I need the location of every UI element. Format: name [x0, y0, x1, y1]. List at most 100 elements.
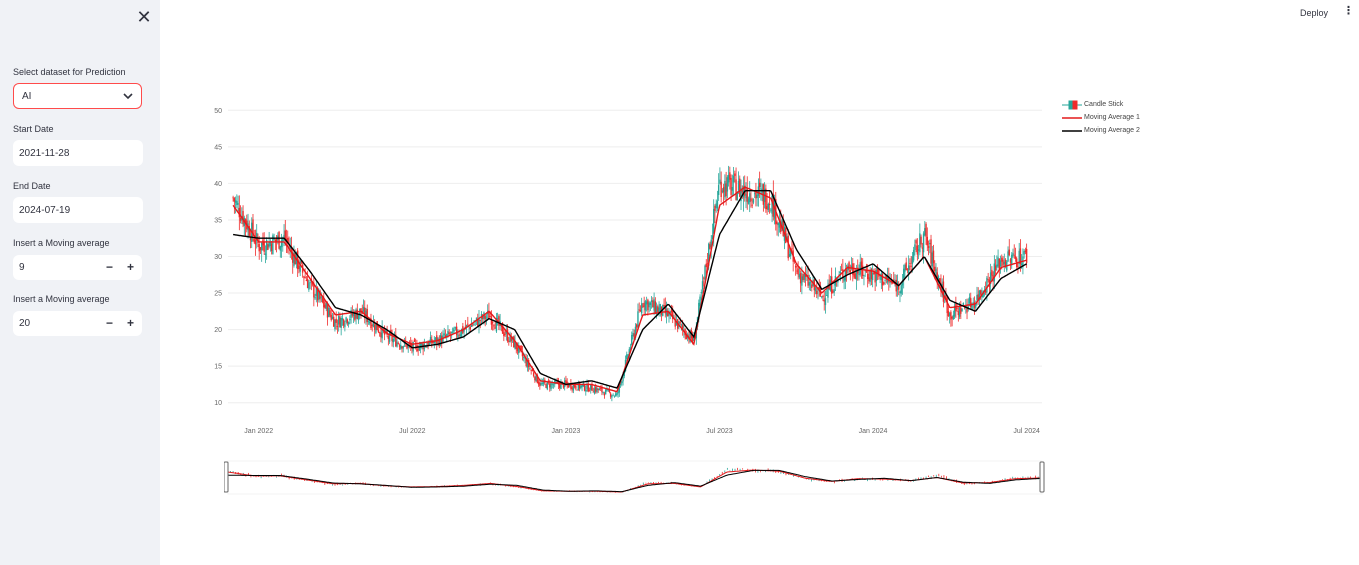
candle-body [893, 279, 895, 281]
candle-body [799, 273, 802, 284]
ma2-stepper[interactable]: 20 − + [13, 311, 142, 336]
candle-body [818, 286, 820, 290]
y-tick-label: 50 [214, 108, 222, 115]
candle-body [608, 389, 611, 393]
candle-body [351, 311, 354, 316]
candle-body [506, 329, 509, 342]
candle-body [289, 246, 291, 250]
candle-body [469, 327, 472, 330]
dataset-select[interactable]: AI [13, 83, 142, 109]
candle-body [385, 330, 387, 333]
mini-ma2-line [227, 469, 1043, 493]
candle-body [583, 384, 586, 391]
candle-body [809, 282, 812, 284]
candle-body [326, 304, 329, 318]
candle-body [541, 383, 544, 384]
candle-body [596, 387, 598, 393]
candle-body [776, 222, 778, 224]
candle-body [290, 246, 293, 252]
candle-body [873, 272, 875, 275]
candlestick-chart[interactable]: 10 15 20 25 30 35 40 45 50 Jan 2022 Jul 2022 Jan 20… [200, 90, 1050, 440]
candle-body [816, 290, 818, 295]
legend-ma2[interactable]: Moving Average 2 [1062, 126, 1140, 139]
candle-body [412, 342, 414, 352]
candle-body [767, 203, 770, 210]
candle-body [797, 268, 799, 275]
candle-body [693, 335, 695, 342]
candle-body [978, 290, 981, 301]
candle-body [698, 302, 700, 319]
end-date-label: End Date [13, 181, 51, 191]
candle-body [976, 294, 978, 300]
candle-body [501, 322, 504, 334]
candle-body [439, 334, 442, 346]
candle-body [259, 247, 262, 250]
candle-body [530, 370, 532, 371]
candle-body [935, 268, 937, 274]
candle-body [293, 253, 295, 266]
candle-body [742, 185, 745, 198]
candle-body [822, 296, 824, 297]
range-handle-left[interactable] [224, 461, 229, 493]
candle-body [427, 342, 429, 347]
candle-body [709, 244, 711, 249]
candle-body [903, 268, 905, 279]
candle-body [429, 336, 432, 344]
legend-ma1[interactable]: Moving Average 1 [1062, 113, 1140, 126]
legend-candle[interactable]: Candle Stick [1062, 100, 1140, 113]
more-vertical-icon[interactable]: ⋮ [1343, 5, 1354, 17]
candle-body [505, 330, 508, 334]
candle-body [917, 249, 920, 251]
chevron-down-icon [123, 93, 133, 100]
candle-body [801, 276, 803, 286]
candle-body [705, 263, 707, 268]
candle-body [860, 261, 863, 270]
candle-body [924, 228, 926, 236]
chart-legend: Candle Stick Moving Average 1 Moving Ave… [1062, 100, 1140, 139]
candle-body [637, 311, 639, 328]
candle-body [727, 174, 730, 183]
candle-body [910, 265, 912, 267]
close-icon[interactable]: ✕ [136, 7, 152, 27]
y-tick-label: 10 [214, 400, 222, 407]
candle-body [571, 387, 573, 390]
candle-body [392, 338, 395, 343]
ma1-increment-button[interactable]: + [127, 260, 135, 274]
candle-body [369, 321, 371, 324]
ma2-decrement-button[interactable]: − [106, 316, 114, 330]
range-slider[interactable] [224, 458, 1046, 498]
start-date-input[interactable]: 2021-11-28 [13, 140, 143, 166]
candle-body [504, 333, 506, 336]
range-handle-right[interactable] [1039, 461, 1045, 493]
x-tick-label: Jul 2023 [706, 428, 733, 435]
candle-body [406, 343, 408, 349]
ma1-decrement-button[interactable]: − [106, 260, 114, 274]
candle-body [1025, 248, 1028, 263]
ma2-increment-button[interactable]: + [127, 316, 135, 330]
candle-body [567, 383, 570, 388]
candle-body [265, 239, 268, 251]
candle-body [242, 211, 244, 225]
candle-body [325, 303, 327, 310]
range-slider-bg [227, 460, 1043, 495]
candle-body [839, 271, 842, 274]
candle-body [747, 198, 750, 204]
candle-body [387, 336, 390, 339]
candle-body [848, 262, 850, 270]
candle-body [323, 299, 325, 308]
end-date-input[interactable]: 2024-07-19 [13, 197, 143, 223]
candle-body [643, 302, 645, 308]
candle-body [370, 318, 372, 329]
candle-body [994, 265, 997, 271]
candle-body [454, 327, 457, 329]
ma1-stepper[interactable]: 9 − + [13, 255, 142, 280]
deploy-button[interactable]: Deploy [1300, 8, 1329, 18]
candle-body [234, 200, 237, 203]
candle-body [467, 323, 469, 325]
candle-body [737, 180, 740, 191]
candle-body [849, 270, 852, 273]
candle-body [920, 236, 922, 245]
candle-body [931, 252, 933, 267]
candle-body [838, 274, 840, 276]
candle-body [629, 347, 632, 350]
